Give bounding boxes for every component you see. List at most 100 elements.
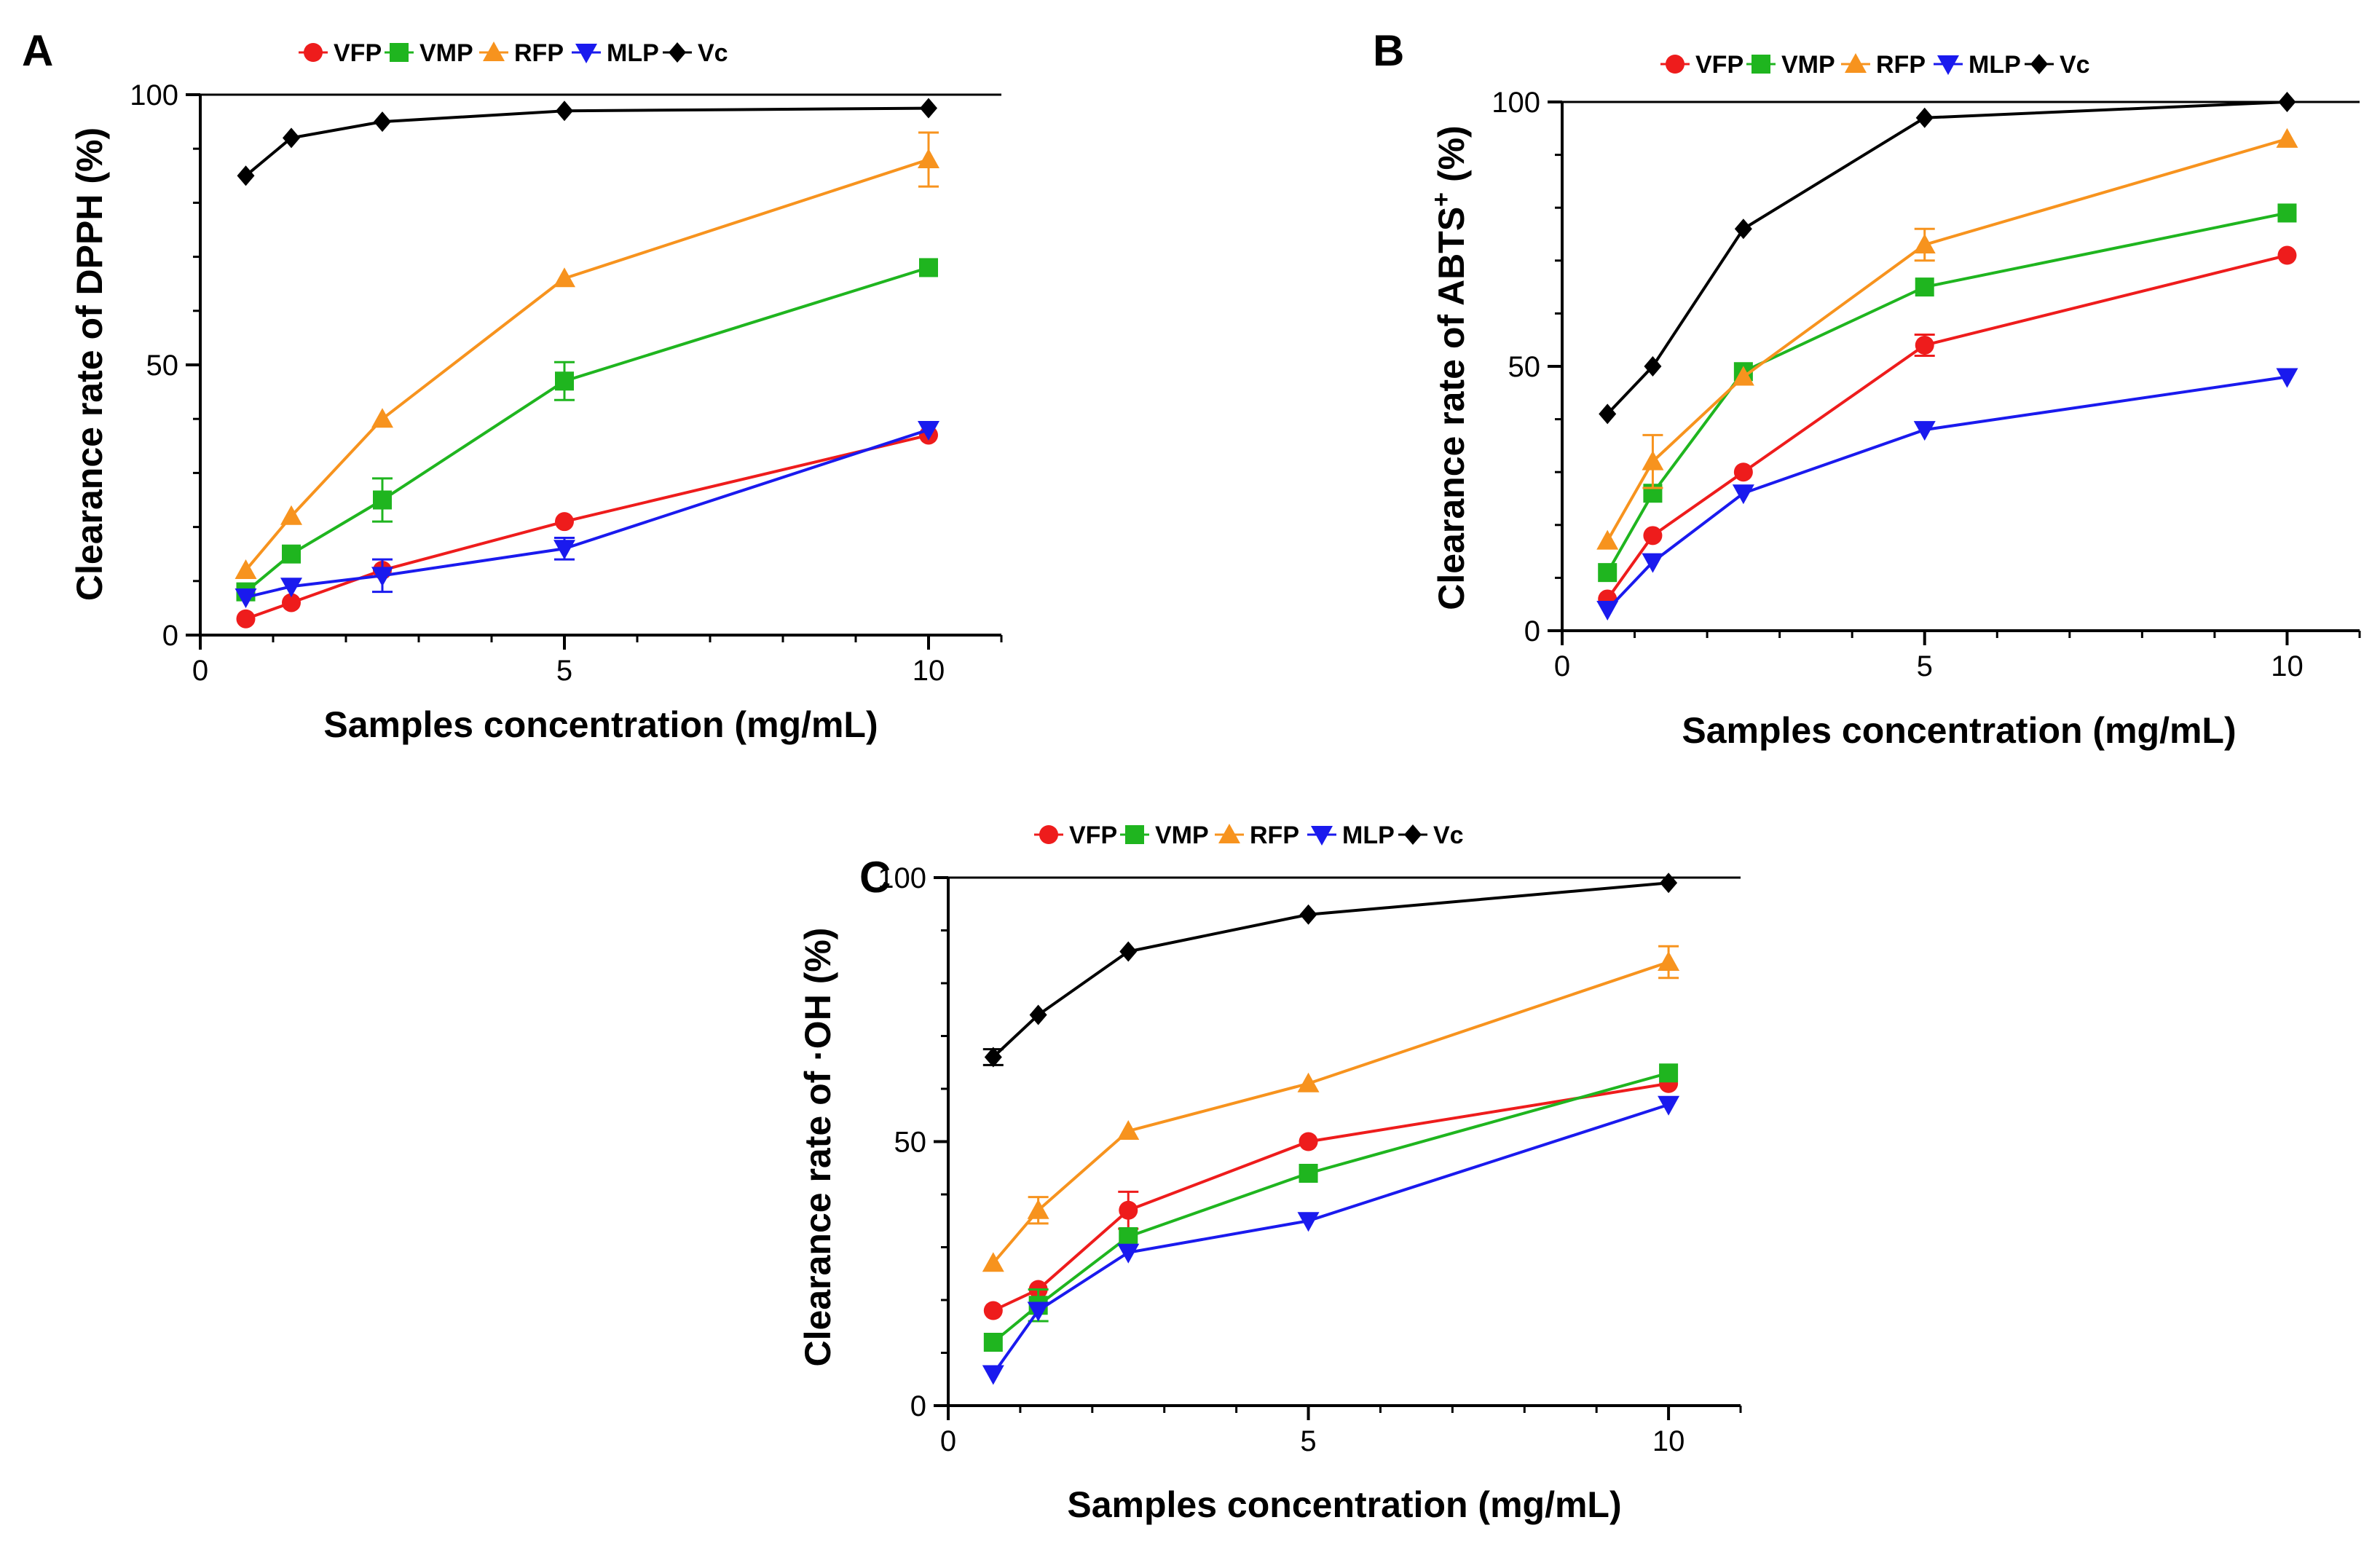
data-point [237, 165, 255, 186]
legend-marker [1311, 826, 1333, 846]
x-tick-label: 10 [1652, 1425, 1685, 1457]
data-point [283, 127, 300, 149]
y-axis-title: Clearance rate of DPPH (%) [69, 127, 110, 601]
legend-label: VFP [334, 39, 382, 67]
y-axis-title-superscript: + [1427, 192, 1455, 207]
legend-label: Vc [1433, 822, 1464, 849]
series-rfp [235, 131, 939, 579]
legend-label: Vc [2060, 51, 2090, 79]
legend-marker [1218, 824, 1240, 843]
data-point [1643, 526, 1663, 545]
legend-entry-vc: Vc [2025, 51, 2090, 79]
panel-letter: A [22, 26, 53, 75]
y-tick-label: 100 [130, 79, 178, 111]
data-point [984, 1047, 1002, 1068]
data-point [1599, 403, 1617, 425]
legend-entry-rfp: RFP [1215, 822, 1299, 849]
data-point [2278, 92, 2296, 112]
data-point [374, 111, 391, 133]
series-vfp [236, 425, 938, 629]
series-rfp [1596, 127, 2298, 550]
panel-letter: B [1373, 26, 1404, 75]
data-point [1913, 234, 1936, 254]
data-point [920, 98, 937, 119]
legend-entry-rfp: RFP [479, 39, 564, 67]
series-rfp [982, 945, 1680, 1272]
data-point [553, 267, 575, 288]
data-point [236, 609, 256, 629]
data-point [1642, 553, 1664, 573]
legend-marker [1039, 825, 1058, 844]
series-line [992, 961, 1669, 1264]
legend-entry-mlp: MLP [1934, 51, 2021, 79]
legend-entry-vfp: VFP [299, 39, 382, 67]
legend-entry-vfp: VFP [1034, 822, 1117, 849]
series-line [245, 106, 929, 177]
data-point [1915, 277, 1934, 297]
legend-entry-vfp: VFP [1660, 51, 1743, 79]
legend-entry-vmp: VMP [385, 39, 473, 67]
legend-label: VFP [1069, 822, 1117, 849]
data-point [1299, 1132, 1318, 1151]
data-point [1598, 563, 1617, 583]
series-vc [982, 873, 1678, 1068]
data-point [1119, 941, 1138, 962]
series-vmp [236, 258, 938, 602]
data-point [373, 490, 392, 510]
data-point [1027, 1301, 1049, 1322]
data-point [1297, 1212, 1320, 1232]
x-tick-label: 5 [556, 655, 572, 687]
series-vmp [983, 1063, 1679, 1352]
data-point [553, 540, 575, 560]
series-line [992, 1082, 1669, 1312]
legend-marker [483, 42, 505, 61]
series-line [992, 1071, 1669, 1344]
data-point [280, 505, 302, 525]
series-vc [1599, 92, 2296, 425]
legend-marker [2030, 54, 2048, 74]
y-tick-label: 50 [146, 350, 179, 382]
data-point [1644, 356, 1662, 377]
data-point [1658, 951, 1680, 971]
data-point [556, 101, 573, 122]
series-line [244, 158, 929, 572]
y-axis-title-suffix: (%) [1431, 125, 1472, 192]
y-tick-label: 0 [1524, 615, 1540, 647]
data-point [1119, 1227, 1138, 1246]
x-tick-label: 5 [1300, 1425, 1316, 1457]
y-tick-label: 50 [1508, 351, 1541, 383]
legend-label: MLP [1342, 822, 1395, 849]
series-line [245, 266, 929, 594]
legend-marker [1751, 55, 1770, 74]
data-point [1596, 529, 1619, 550]
x-axis-title: Samples concentration (mg/mL) [323, 704, 878, 745]
data-point [1732, 366, 1754, 386]
data-point [282, 593, 301, 613]
legend-label: RFP [1250, 822, 1299, 849]
data-point [1913, 421, 1936, 441]
legend-entry-vc: Vc [663, 39, 728, 67]
legend-entry-mlp: MLP [1307, 822, 1395, 849]
series-vc [237, 98, 937, 186]
y-tick-label: 0 [910, 1390, 926, 1422]
data-point [371, 408, 393, 428]
x-tick-label: 10 [913, 655, 945, 687]
legend-label: RFP [1876, 51, 1926, 79]
legend-entry-vmp: VMP [1120, 822, 1209, 849]
legend-label: VMP [419, 39, 473, 67]
data-point [1299, 1164, 1318, 1183]
data-point [280, 578, 302, 598]
data-point [1915, 335, 1934, 355]
data-point [1733, 462, 1753, 482]
data-point [919, 258, 938, 277]
series-mlp [1596, 368, 2298, 621]
x-tick-label: 0 [1554, 650, 1570, 682]
data-point [2277, 203, 2297, 223]
y-axis-title-main: Clearance rate of ABTS [1431, 207, 1472, 610]
y-tick-label: 100 [1492, 87, 1540, 119]
x-tick-label: 0 [940, 1425, 956, 1457]
